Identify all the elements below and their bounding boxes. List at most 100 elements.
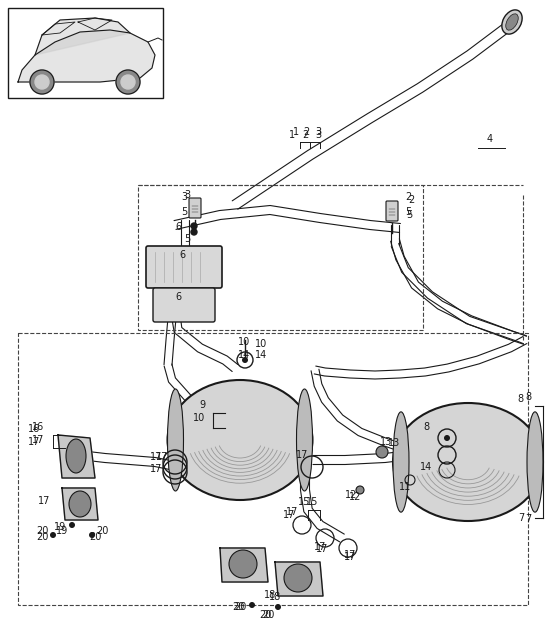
- Text: 5: 5: [181, 207, 187, 217]
- Text: 10: 10: [255, 339, 267, 349]
- Text: 13: 13: [380, 437, 392, 447]
- Text: 18: 18: [269, 592, 281, 602]
- Text: 11: 11: [399, 482, 411, 492]
- Text: 17: 17: [150, 464, 162, 474]
- Circle shape: [191, 223, 197, 229]
- Text: 20: 20: [259, 610, 271, 620]
- Circle shape: [249, 602, 255, 608]
- Polygon shape: [62, 488, 98, 520]
- Circle shape: [191, 229, 197, 235]
- Text: 2: 2: [408, 195, 414, 205]
- Circle shape: [242, 357, 248, 363]
- Text: 18: 18: [264, 590, 276, 600]
- FancyBboxPatch shape: [146, 246, 222, 288]
- Text: 17: 17: [344, 552, 356, 562]
- Ellipse shape: [527, 412, 543, 512]
- Text: 19: 19: [56, 526, 68, 536]
- Text: 8: 8: [525, 392, 531, 402]
- Text: 2: 2: [303, 127, 309, 137]
- Text: 14: 14: [420, 462, 432, 472]
- Text: 10: 10: [238, 337, 250, 347]
- Text: 2: 2: [405, 192, 411, 202]
- Text: 7: 7: [525, 514, 531, 524]
- Text: 3: 3: [315, 130, 321, 140]
- Text: 17: 17: [28, 437, 40, 447]
- Text: 20: 20: [36, 526, 48, 536]
- Text: 7: 7: [518, 513, 524, 523]
- Text: 17: 17: [38, 496, 50, 506]
- Ellipse shape: [393, 403, 543, 521]
- Text: 17: 17: [314, 542, 326, 552]
- Polygon shape: [220, 548, 268, 582]
- Text: 15: 15: [298, 497, 310, 507]
- Text: 20: 20: [262, 610, 274, 620]
- Text: 17: 17: [295, 450, 308, 460]
- Circle shape: [376, 446, 388, 458]
- Ellipse shape: [167, 389, 184, 491]
- Text: 3: 3: [181, 192, 187, 202]
- Text: 4: 4: [487, 134, 493, 144]
- Text: 17: 17: [316, 544, 328, 554]
- Text: 12: 12: [349, 492, 361, 502]
- Bar: [18, 333, 528, 605]
- Text: 6: 6: [176, 222, 182, 232]
- Text: 14: 14: [255, 350, 267, 360]
- Text: 19: 19: [54, 522, 66, 532]
- Text: 6: 6: [179, 250, 185, 260]
- Text: 17: 17: [286, 507, 298, 517]
- Text: 2: 2: [302, 130, 308, 140]
- Text: 6: 6: [175, 292, 181, 302]
- Circle shape: [116, 70, 140, 94]
- Bar: [8, 8, 163, 98]
- Ellipse shape: [296, 389, 312, 491]
- Text: 8: 8: [518, 394, 524, 404]
- Text: 8: 8: [420, 422, 426, 432]
- Polygon shape: [275, 562, 323, 596]
- Text: 12: 12: [345, 490, 358, 500]
- Ellipse shape: [393, 412, 409, 512]
- Text: 10: 10: [196, 415, 208, 425]
- Circle shape: [50, 532, 56, 538]
- Text: 16: 16: [28, 424, 40, 434]
- Polygon shape: [58, 435, 95, 478]
- Text: 17: 17: [150, 452, 162, 462]
- Text: 6: 6: [176, 292, 182, 302]
- Text: 20: 20: [96, 526, 108, 536]
- Ellipse shape: [229, 550, 257, 578]
- Circle shape: [121, 75, 135, 89]
- Text: 17: 17: [156, 452, 168, 462]
- Circle shape: [30, 70, 54, 94]
- Text: 3: 3: [184, 190, 190, 200]
- Ellipse shape: [284, 564, 312, 592]
- Text: 5: 5: [406, 210, 412, 220]
- Text: 3: 3: [315, 127, 321, 137]
- Text: 14: 14: [238, 350, 250, 360]
- Circle shape: [89, 532, 95, 538]
- Ellipse shape: [167, 380, 312, 500]
- Text: 14: 14: [428, 457, 440, 467]
- Ellipse shape: [502, 10, 522, 34]
- Bar: [138, 185, 423, 330]
- Circle shape: [69, 522, 75, 528]
- Text: 17: 17: [32, 435, 44, 445]
- Text: 8: 8: [424, 422, 430, 432]
- Text: 1: 1: [293, 127, 299, 137]
- Circle shape: [444, 435, 450, 441]
- Circle shape: [356, 486, 364, 494]
- Text: 5: 5: [184, 234, 190, 244]
- Text: 10: 10: [193, 413, 205, 423]
- Text: 20: 20: [234, 602, 246, 612]
- Text: 17: 17: [283, 510, 295, 520]
- Text: 11: 11: [395, 480, 407, 490]
- Text: 1: 1: [289, 130, 295, 140]
- Polygon shape: [18, 30, 155, 82]
- Text: 5: 5: [405, 207, 411, 217]
- Text: 15: 15: [306, 497, 318, 507]
- Text: 9: 9: [202, 402, 208, 412]
- Polygon shape: [35, 18, 130, 55]
- Text: 9: 9: [199, 400, 205, 410]
- Text: 20: 20: [36, 532, 48, 542]
- FancyBboxPatch shape: [386, 201, 398, 221]
- FancyBboxPatch shape: [189, 198, 201, 218]
- Text: 20: 20: [232, 602, 244, 612]
